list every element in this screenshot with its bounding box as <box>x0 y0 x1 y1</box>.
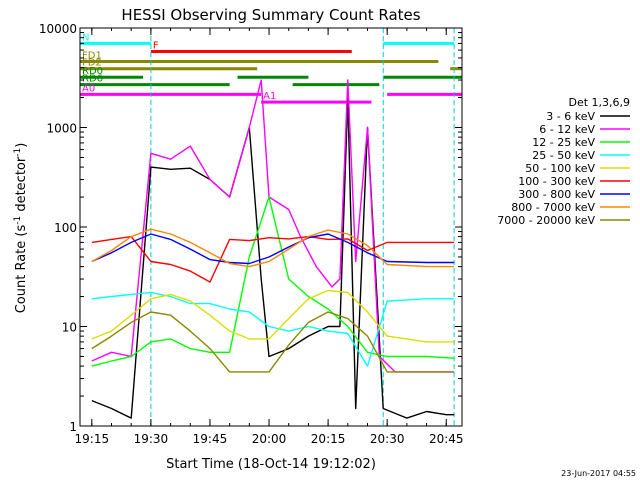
flag-label-rd6: RD6 <box>82 74 103 85</box>
x-tick-label: 20:15 <box>311 432 346 446</box>
series-line-1 <box>91 79 455 373</box>
flag-label-n: N <box>82 32 89 43</box>
legend-label: 25 - 50 keV <box>532 149 595 162</box>
x-tick-label: 20:45 <box>429 432 464 446</box>
flag-label-a1: A1 <box>263 91 276 102</box>
legend-label: 12 - 25 keV <box>532 136 595 149</box>
flag-label-fd2: FD2 <box>82 58 102 69</box>
legend-label: 800 - 7000 keV <box>511 201 595 214</box>
series-line-3 <box>91 291 455 367</box>
y-tick-label: 10 <box>62 321 77 335</box>
series-line-0 <box>91 96 455 419</box>
y-tick-label: 1000 <box>46 122 77 136</box>
y-tick-label: 10000 <box>39 22 77 36</box>
legend-label: 50 - 100 keV <box>525 162 595 175</box>
x-tick-label: 20:30 <box>370 432 405 446</box>
flag-label-f: F <box>153 41 159 52</box>
legend-label: 100 - 300 keV <box>518 175 595 188</box>
flag-label-rd0: RD0 <box>82 66 103 77</box>
flag-label-fd1: FD1 <box>82 51 102 62</box>
flag-label-a0: A0 <box>82 83 95 94</box>
y-tick-label: 100 <box>54 221 77 235</box>
series-line-8 <box>91 311 455 373</box>
x-axis: 19:15 19:30 19:45 20:00 20:15 20:30 20:45 <box>75 28 464 446</box>
legend-label: 300 - 800 keV <box>518 188 595 201</box>
x-tick-label: 19:30 <box>134 432 169 446</box>
series-line-4 <box>91 289 455 343</box>
series-line-6 <box>91 233 455 265</box>
x-tick-label: 19:15 <box>75 432 110 446</box>
y-axis-label: Count Rate (s-1 detector-1) <box>13 143 29 314</box>
footer-date: 23-Jun-2017 04:55 <box>561 469 636 478</box>
legend-title: Det 1,3,6,9 <box>568 96 630 109</box>
legend-label: 3 - 6 keV <box>546 110 595 123</box>
x-tick-label: 19:45 <box>193 432 228 446</box>
series-line-7 <box>91 228 455 268</box>
y-axis: 1 10 100 1000 10000 <box>39 22 462 434</box>
x-axis-label: Start Time (18-Oct-14 19:12:02) <box>166 457 376 472</box>
legend-label: 6 - 12 keV <box>539 123 595 136</box>
legend-label: 7000 - 20000 keV <box>497 214 595 227</box>
chart-title: HESSI Observing Summary Count Rates <box>121 6 420 24</box>
x-tick-label: 20:00 <box>252 432 287 446</box>
y-tick-label: 1 <box>69 420 77 434</box>
